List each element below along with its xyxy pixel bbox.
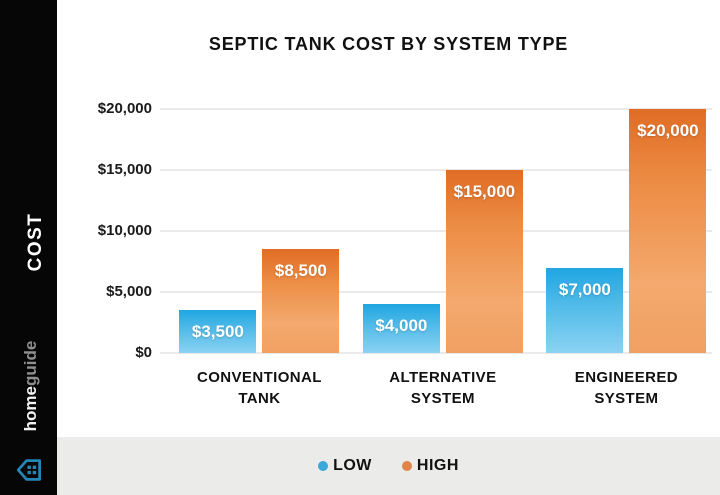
bar-value-label: $3,500 bbox=[191, 322, 244, 342]
chart-title: SEPTIC TANK COST BY SYSTEM TYPE bbox=[208, 34, 569, 54]
category-label-2: ENGINEERED SYSTEM bbox=[516, 367, 720, 409]
category-label-line: SYSTEM bbox=[594, 390, 659, 407]
plot-area: $3,500 $4,000 $7,000 $8,500 $15,000 $20,000 bbox=[160, 108, 712, 354]
legend-item-high: HIGH bbox=[401, 457, 459, 475]
legend-dot-icon bbox=[318, 461, 329, 471]
category-label-line: SYSTEM bbox=[410, 390, 475, 407]
gridline bbox=[160, 108, 712, 110]
high-bar-2: $20,000 bbox=[629, 109, 707, 353]
low-bar-0: $3,500 bbox=[179, 310, 257, 353]
brand-logo-text: homeguide bbox=[21, 341, 41, 432]
homeguide-house-icon bbox=[16, 459, 41, 481]
x-axis-category-labels: CONVENTIONAL TANK ALTERNATIVE SYSTEM ENGINEE… bbox=[160, 367, 712, 419]
left-rail: COST homeguide bbox=[0, 0, 57, 495]
legend: LOW HIGH bbox=[57, 437, 720, 495]
category-label-0: CONVENTIONAL TANK bbox=[149, 367, 369, 409]
bar-value-label: $8,500 bbox=[274, 261, 327, 281]
bar-value-label: $4,000 bbox=[375, 316, 428, 336]
legend-label: HIGH bbox=[416, 457, 459, 474]
category-label-line: CONVENTIONAL bbox=[197, 369, 322, 386]
brand-guide-text: guide bbox=[21, 340, 40, 386]
category-label-line: ALTERNATIVE bbox=[389, 369, 497, 386]
high-bar-1: $15,000 bbox=[445, 170, 523, 353]
category-label-line: TANK bbox=[238, 390, 281, 407]
y-axis-tick-labels: $20,000 $15,000 $10,000 $5,000 $0 bbox=[58, 100, 152, 361]
gridline bbox=[160, 352, 712, 354]
y-tick-label: $10,000 bbox=[97, 222, 152, 239]
y-axis-title: COST bbox=[25, 212, 46, 272]
legend-item-low: LOW bbox=[318, 457, 372, 475]
bar-value-label: $7,000 bbox=[558, 279, 611, 299]
y-tick-label: $0 bbox=[135, 344, 152, 361]
category-label-line: ENGINEERED bbox=[574, 369, 678, 386]
bar-value-label: $20,000 bbox=[637, 121, 699, 140]
bar-value-label: $15,000 bbox=[453, 182, 516, 201]
gridline bbox=[160, 291, 712, 293]
gridline bbox=[160, 230, 712, 232]
high-bar-0: $8,500 bbox=[262, 249, 340, 353]
legend-label: LOW bbox=[333, 457, 372, 474]
category-label-1: ALTERNATIVE SYSTEM bbox=[333, 367, 553, 409]
gridline bbox=[160, 169, 712, 171]
low-bar-1: $4,000 bbox=[362, 304, 440, 353]
y-tick-label: $20,000 bbox=[97, 100, 152, 117]
legend-dot-icon bbox=[401, 461, 412, 471]
low-bar-2: $7,000 bbox=[546, 267, 624, 353]
brand-home-text: home bbox=[21, 386, 40, 432]
y-tick-label: $5,000 bbox=[106, 283, 152, 300]
y-tick-label: $15,000 bbox=[97, 161, 152, 178]
